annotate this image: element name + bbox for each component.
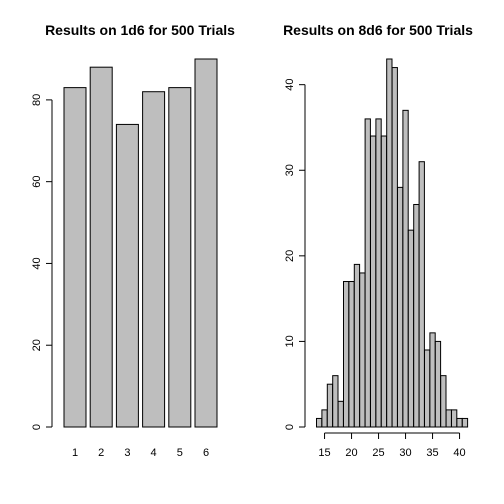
bar-1-36 (434, 340, 442, 428)
y-tick-label-1-0: 0 (284, 424, 296, 430)
bar-1-35 (429, 332, 436, 428)
chart-title-left: Results on 1d6 for 500 Trials (45, 22, 235, 38)
bar-1-22 (359, 272, 366, 428)
bar-1-34 (424, 349, 431, 428)
bar-1-33 (418, 161, 425, 428)
y-tick-label-0-40: 40 (31, 257, 43, 269)
x-tick-label-1-30: 30 (399, 447, 411, 459)
y-tick-label-0-0: 0 (31, 424, 43, 430)
x-tick-label-0-5: 5 (177, 447, 183, 459)
bar-1-24 (370, 135, 377, 428)
x-tick-label-0-4: 4 (151, 447, 157, 459)
bar-1-26 (380, 135, 388, 428)
bar-1-31 (407, 229, 415, 428)
plot-panel-right: 0 10 20 30 40 15 20 25 30 35 40 (284, 58, 469, 459)
y-tick-label-1-40: 40 (284, 79, 296, 91)
bar-0-1 (63, 87, 87, 428)
bar-1-39 (451, 409, 458, 428)
bar-1-27 (386, 58, 393, 428)
bar-0-5 (168, 87, 192, 428)
y-tick-label-0-60: 60 (31, 176, 43, 188)
x-tick-label-0-6: 6 (203, 447, 209, 459)
bar-1-14 (316, 417, 323, 428)
x-tick-label-1-25: 25 (372, 447, 384, 459)
bar-1-18 (337, 400, 344, 428)
x-tick-label-0-1: 1 (72, 447, 78, 459)
y-tick-label-1-20: 20 (284, 250, 296, 262)
x-tick-label-1-35: 35 (426, 447, 438, 459)
y-tick-label-0-20: 20 (31, 339, 43, 351)
bar-1-21 (353, 263, 361, 428)
y-tick-label-1-30: 30 (284, 164, 296, 176)
bar-1-17 (332, 375, 339, 428)
bar-1-28 (391, 67, 398, 428)
bar-0-4 (142, 91, 166, 428)
bar-1-38 (445, 409, 452, 428)
bar-0-3 (115, 123, 139, 428)
bar-1-29 (397, 186, 404, 428)
bar-1-25 (375, 118, 382, 428)
bar-1-16 (326, 383, 334, 428)
bar-1-41 (461, 417, 469, 428)
x-tick-label-0-3: 3 (124, 447, 130, 459)
x-tick-label-0-2: 2 (98, 447, 104, 459)
bar-1-15 (321, 409, 328, 428)
y-tick-label-1-10: 10 (284, 335, 296, 347)
bar-1-23 (364, 118, 371, 428)
bar-1-19 (343, 281, 350, 428)
bar-1-37 (440, 375, 447, 428)
x-tick-label-1-15: 15 (318, 447, 330, 459)
x-tick-label-1-40: 40 (453, 447, 465, 459)
chart-title-right: Results on 8d6 for 500 Trials (283, 22, 473, 38)
plot-panel-left: 0 20 40 60 80 1 2 3 4 5 6 (31, 58, 218, 459)
bar-1-20 (348, 281, 355, 428)
bar-1-30 (402, 109, 409, 428)
bar-0-6 (194, 58, 218, 428)
bar-0-2 (89, 66, 113, 428)
bar-1-32 (413, 203, 420, 428)
y-tick-label-0-80: 80 (31, 94, 43, 106)
x-tick-label-1-20: 20 (345, 447, 357, 459)
bar-1-40 (456, 417, 463, 428)
